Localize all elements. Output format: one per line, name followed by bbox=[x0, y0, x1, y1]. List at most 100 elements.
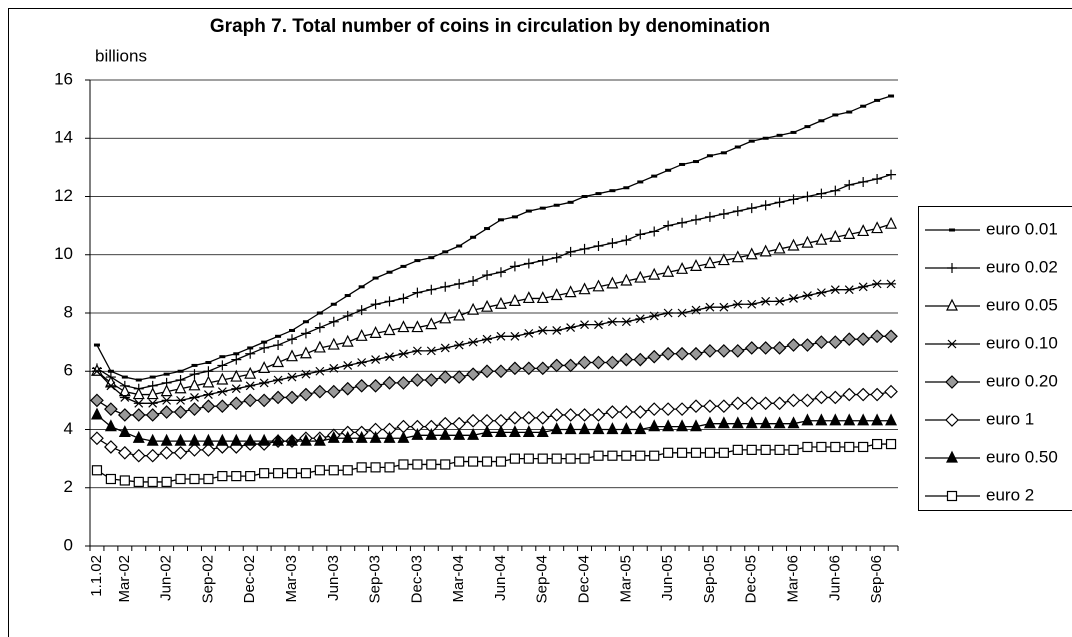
series bbox=[93, 94, 895, 382]
marker bbox=[551, 326, 562, 335]
marker bbox=[774, 444, 785, 455]
marker bbox=[703, 416, 716, 429]
marker bbox=[787, 238, 800, 251]
marker bbox=[649, 226, 660, 237]
marker bbox=[481, 456, 493, 467]
marker bbox=[299, 346, 312, 359]
marker bbox=[189, 473, 200, 485]
marker bbox=[550, 288, 563, 301]
marker bbox=[244, 366, 257, 379]
marker bbox=[90, 407, 103, 420]
marker bbox=[145, 448, 160, 463]
marker bbox=[774, 296, 785, 306]
legend-box bbox=[918, 206, 1072, 511]
marker bbox=[802, 441, 813, 453]
marker bbox=[564, 285, 577, 298]
marker bbox=[633, 405, 648, 419]
marker bbox=[174, 381, 187, 394]
marker bbox=[203, 366, 214, 377]
marker bbox=[788, 444, 799, 455]
marker bbox=[203, 390, 214, 399]
marker bbox=[508, 361, 522, 376]
marker bbox=[758, 396, 773, 411]
legend-label: euro 0.50 bbox=[986, 447, 1058, 466]
marker bbox=[299, 433, 312, 446]
marker bbox=[815, 413, 828, 426]
x-tick-label: Dec-04 bbox=[576, 555, 593, 603]
marker bbox=[717, 344, 731, 358]
marker bbox=[173, 445, 188, 460]
marker bbox=[786, 338, 801, 352]
marker bbox=[815, 232, 828, 245]
marker bbox=[886, 169, 897, 180]
x-tick-label: Jun-02 bbox=[158, 555, 175, 601]
marker bbox=[189, 369, 200, 380]
marker bbox=[689, 399, 703, 414]
marker bbox=[245, 381, 256, 391]
marker bbox=[259, 378, 270, 388]
marker bbox=[468, 337, 479, 347]
marker bbox=[593, 320, 604, 330]
marker bbox=[398, 459, 409, 470]
x-tick-label: Mar-05 bbox=[617, 555, 634, 603]
marker bbox=[175, 395, 186, 405]
marker bbox=[718, 208, 729, 219]
marker bbox=[801, 235, 814, 248]
x-tick-label: Sep-02 bbox=[199, 555, 216, 603]
marker bbox=[704, 211, 715, 222]
series bbox=[91, 279, 897, 408]
marker bbox=[577, 408, 592, 422]
marker bbox=[258, 433, 271, 446]
marker bbox=[368, 378, 383, 393]
marker bbox=[354, 378, 369, 393]
marker bbox=[384, 462, 395, 473]
marker bbox=[245, 348, 256, 359]
marker bbox=[829, 413, 842, 426]
marker bbox=[591, 355, 606, 370]
marker bbox=[495, 267, 506, 278]
marker bbox=[217, 471, 228, 482]
marker bbox=[619, 405, 634, 419]
marker bbox=[355, 430, 368, 443]
marker bbox=[606, 422, 619, 435]
marker bbox=[411, 427, 424, 440]
marker bbox=[272, 433, 285, 446]
marker bbox=[758, 341, 773, 355]
marker bbox=[884, 384, 898, 399]
marker bbox=[440, 459, 451, 470]
marker bbox=[635, 229, 646, 240]
marker bbox=[161, 395, 172, 405]
marker bbox=[662, 264, 675, 277]
marker bbox=[691, 214, 701, 225]
marker bbox=[439, 427, 452, 440]
legend-label: euro 0.05 bbox=[986, 295, 1058, 314]
marker bbox=[565, 453, 576, 464]
marker bbox=[202, 375, 215, 388]
marker bbox=[509, 453, 520, 464]
marker bbox=[508, 294, 521, 306]
marker bbox=[410, 373, 425, 387]
marker bbox=[273, 375, 284, 385]
marker bbox=[495, 331, 506, 341]
marker bbox=[481, 299, 494, 312]
marker bbox=[229, 396, 244, 411]
marker bbox=[340, 381, 355, 396]
marker bbox=[842, 332, 857, 347]
marker bbox=[788, 294, 799, 303]
marker bbox=[494, 425, 507, 438]
marker bbox=[704, 302, 715, 312]
marker bbox=[578, 282, 591, 295]
marker bbox=[536, 291, 549, 304]
marker bbox=[217, 387, 228, 397]
marker bbox=[675, 346, 689, 361]
marker bbox=[286, 349, 298, 362]
y-tick-label: 14 bbox=[54, 128, 73, 147]
series-line bbox=[96, 174, 892, 390]
marker bbox=[947, 339, 957, 349]
marker bbox=[830, 285, 841, 295]
marker bbox=[146, 387, 159, 400]
marker bbox=[772, 396, 787, 411]
marker bbox=[133, 476, 144, 488]
series-line bbox=[96, 414, 892, 442]
marker bbox=[676, 419, 689, 432]
